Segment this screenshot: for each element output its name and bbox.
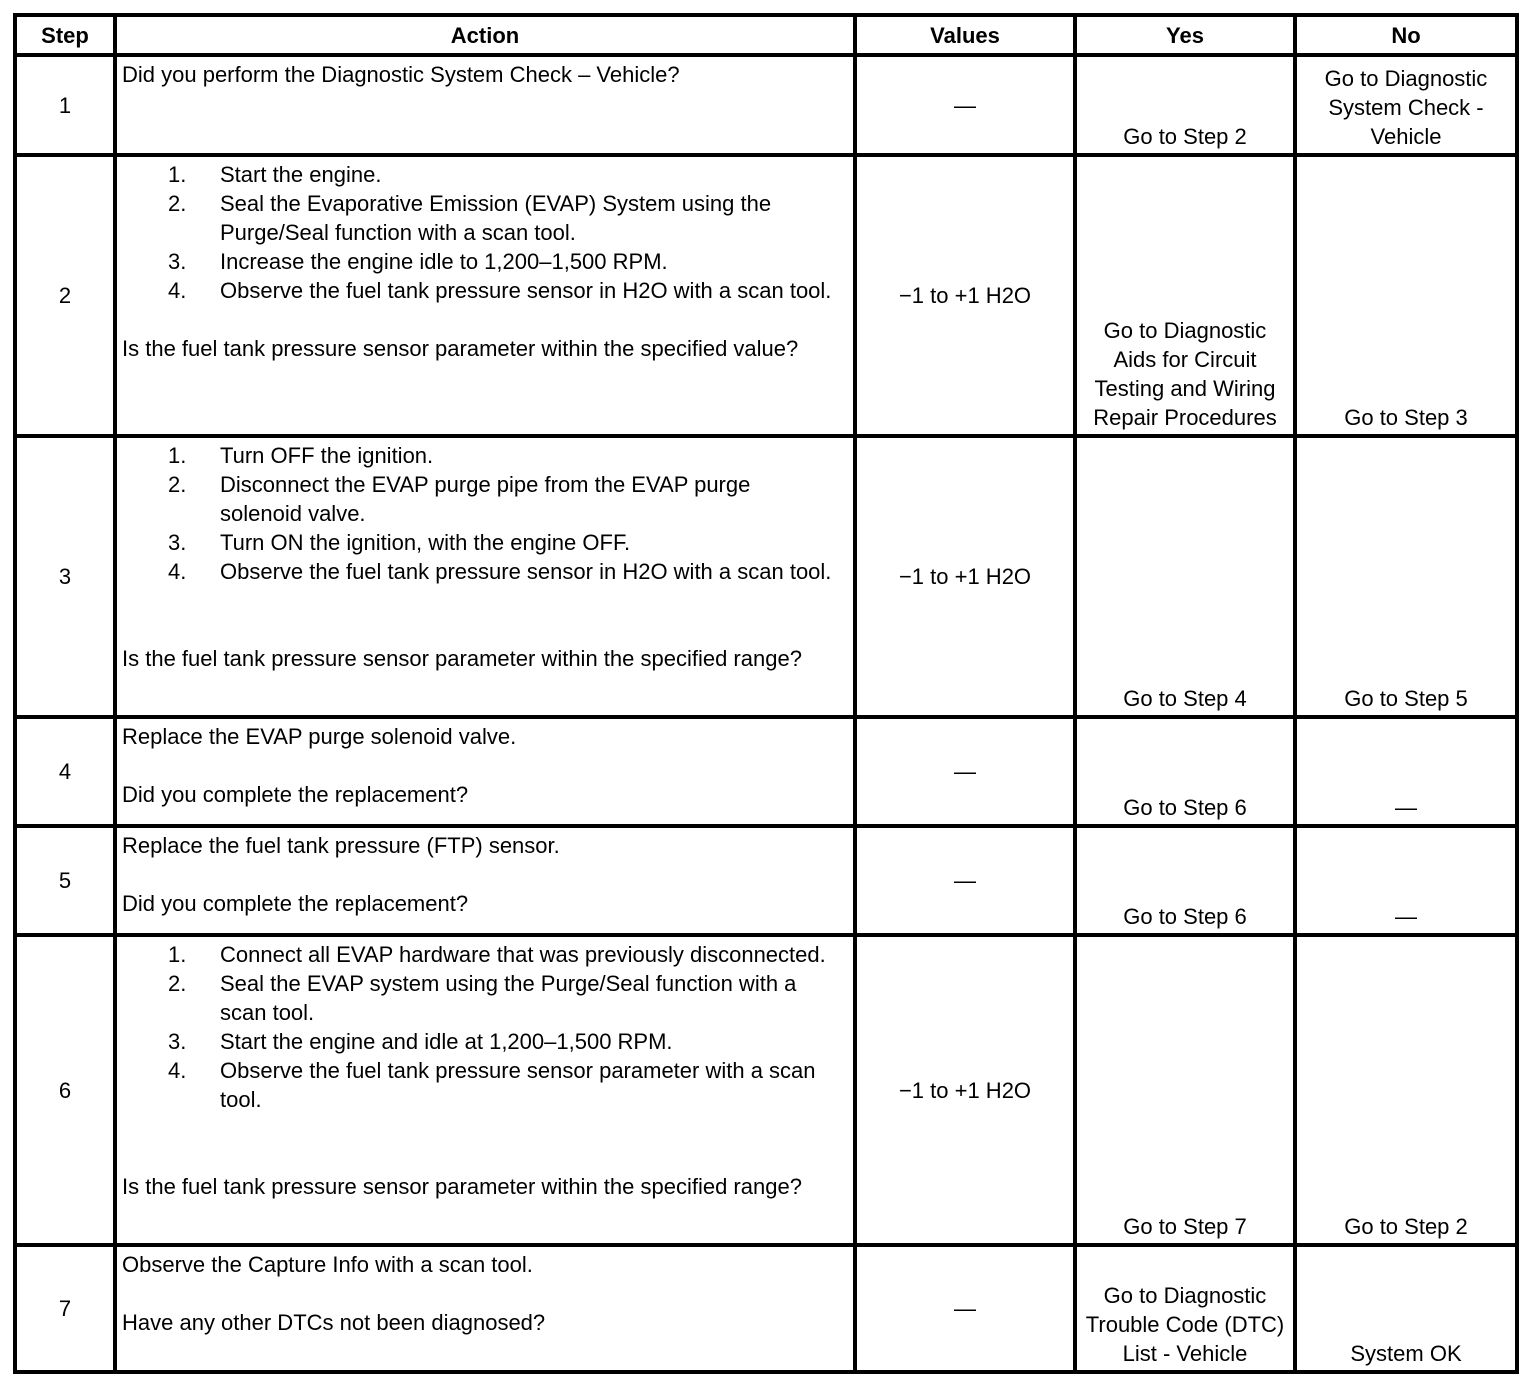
- table-row: 7 Observe the Capture Info with a scan to…: [13, 1243, 1519, 1374]
- step-number: 1.: [168, 162, 187, 187]
- diagnostic-table: Step Action Values Yes No 1 Did you perfo…: [13, 13, 1519, 1374]
- step-cell: 4: [13, 715, 117, 828]
- step-cell: 1: [13, 53, 117, 157]
- step-number: 1.: [168, 443, 187, 468]
- step-text: Observe the fuel tank pressure sensor pa…: [220, 1058, 816, 1112]
- step-number: 2.: [168, 191, 187, 216]
- yes-cell: Go to Diagnostic Trouble Code (DTC) List…: [1073, 1243, 1297, 1374]
- step-text: Seal the EVAP system using the Purge/Sea…: [220, 971, 797, 1025]
- step-number: 1.: [168, 942, 187, 967]
- step-cell: 6: [13, 933, 117, 1247]
- step-number: 4.: [168, 1058, 187, 1083]
- header-step: Step: [13, 13, 117, 57]
- action-cell: Replace the EVAP purge solenoid valve. Di…: [113, 715, 857, 828]
- values-cell: —: [853, 1243, 1077, 1374]
- action-cell: 1. Start the engine. 2. Seal the Evaporativ…: [113, 153, 857, 438]
- yes-cell: Go to Step 7: [1073, 933, 1297, 1247]
- action-cell: 1. Connect all EVAP hardware that was pre…: [113, 933, 857, 1247]
- action-step: 2. Seal the EVAP system using the Purge/S…: [122, 969, 848, 1027]
- header-yes: Yes: [1073, 13, 1297, 57]
- action-step: 4. Observe the fuel tank pressure sensor …: [122, 557, 848, 586]
- action-question: Did you complete the replacement?: [122, 891, 469, 916]
- action-step: 1. Turn OFF the ignition.: [122, 441, 848, 470]
- step-text: Seal the Evaporative Emission (EVAP) Sys…: [220, 191, 772, 245]
- values-cell: −1 to +1 H2O: [853, 153, 1077, 438]
- step-text: Observe the fuel tank pressure sensor in…: [220, 559, 832, 584]
- step-text: Start the engine.: [220, 162, 382, 187]
- table-row: 3 1. Turn OFF the ignition. 2. Disconnect th…: [13, 434, 1519, 719]
- step-text: Disconnect the EVAP purge pipe from the …: [220, 472, 751, 526]
- action-step: 2. Seal the Evaporative Emission (EVAP) S…: [122, 189, 848, 247]
- action-question: Is the fuel tank pressure sensor paramet…: [122, 646, 802, 671]
- header-action: Action: [113, 13, 857, 57]
- step-number: 4.: [168, 559, 187, 584]
- table-row: 1 Did you perform the Diagnostic System C…: [13, 53, 1519, 157]
- values-cell: −1 to +1 H2O: [853, 933, 1077, 1247]
- values-cell: —: [853, 824, 1077, 937]
- action-step: 3. Increase the engine idle to 1,200–1,50…: [122, 247, 848, 276]
- action-question: Have any other DTCs not been diagnosed?: [122, 1310, 546, 1335]
- step-number: 3.: [168, 1029, 187, 1054]
- yes-cell: Go to Step 6: [1073, 715, 1297, 828]
- step-number: 3.: [168, 530, 187, 555]
- step-cell: 3: [13, 434, 117, 719]
- no-cell: Go to Step 2: [1293, 933, 1519, 1247]
- action-intro: Replace the EVAP purge solenoid valve.: [122, 724, 517, 749]
- header-row: Step Action Values Yes No: [13, 13, 1519, 57]
- header-no: No: [1293, 13, 1519, 57]
- yes-cell: Go to Step 2: [1073, 53, 1297, 157]
- action-step: 4. Observe the fuel tank pressure sensor …: [122, 276, 848, 305]
- action-step: 1. Start the engine.: [122, 160, 848, 189]
- table-row: 6 1. Connect all EVAP hardware that was pr…: [13, 933, 1519, 1247]
- step-text: Turn ON the ignition, with the engine OF…: [220, 530, 631, 555]
- no-cell: —: [1293, 824, 1519, 937]
- action-intro: Did you perform the Diagnostic System Ch…: [122, 62, 680, 87]
- no-cell: Go to Step 5: [1293, 434, 1519, 719]
- action-question: Did you complete the replacement?: [122, 782, 469, 807]
- table-row: 5 Replace the fuel tank pressure (FTP) se…: [13, 824, 1519, 937]
- action-step: 3. Turn ON the ignition, with the engine …: [122, 528, 848, 557]
- no-cell: Go to Diagnostic System Check - Vehicle: [1293, 53, 1519, 157]
- step-text: Connect all EVAP hardware that was previ…: [220, 942, 826, 967]
- step-number: 3.: [168, 249, 187, 274]
- no-cell: —: [1293, 715, 1519, 828]
- yes-cell: Go to Diagnostic Aids for Circuit Testin…: [1073, 153, 1297, 438]
- step-cell: 5: [13, 824, 117, 937]
- yes-cell: Go to Step 6: [1073, 824, 1297, 937]
- step-number: 4.: [168, 278, 187, 303]
- no-cell: System OK: [1293, 1243, 1519, 1374]
- step-number: 2.: [168, 472, 187, 497]
- step-number: 2.: [168, 971, 187, 996]
- yes-cell: Go to Step 4: [1073, 434, 1297, 719]
- action-intro: Observe the Capture Info with a scan too…: [122, 1252, 533, 1277]
- no-cell: Go to Step 3: [1293, 153, 1519, 438]
- table-row: 4 Replace the EVAP purge solenoid valve. D…: [13, 715, 1519, 828]
- action-cell: 1. Turn OFF the ignition. 2. Disconnect the…: [113, 434, 857, 719]
- step-cell: 2: [13, 153, 117, 438]
- action-cell: Did you perform the Diagnostic System Ch…: [113, 53, 857, 157]
- step-text: Observe the fuel tank pressure sensor in…: [220, 278, 832, 303]
- values-cell: —: [853, 715, 1077, 828]
- values-cell: −1 to +1 H2O: [853, 434, 1077, 719]
- action-step: 3. Start the engine and idle at 1,200–1,5…: [122, 1027, 848, 1056]
- action-cell: Observe the Capture Info with a scan too…: [113, 1243, 857, 1374]
- action-cell: Replace the fuel tank pressure (FTP) sen…: [113, 824, 857, 937]
- values-cell: —: [853, 53, 1077, 157]
- table-row: 2 1. Start the engine. 2. Seal the Evaporati…: [13, 153, 1519, 438]
- step-text: Increase the engine idle to 1,200–1,500 …: [220, 249, 668, 274]
- action-step: 4. Observe the fuel tank pressure sensor …: [122, 1056, 848, 1114]
- header-values: Values: [853, 13, 1077, 57]
- action-intro: Replace the fuel tank pressure (FTP) sen…: [122, 833, 560, 858]
- action-step: 2. Disconnect the EVAP purge pipe from th…: [122, 470, 848, 528]
- action-step: 1. Connect all EVAP hardware that was pre…: [122, 940, 848, 969]
- action-question: Is the fuel tank pressure sensor paramet…: [122, 336, 799, 361]
- step-cell: 7: [13, 1243, 117, 1374]
- step-text: Start the engine and idle at 1,200–1,500…: [220, 1029, 673, 1054]
- step-text: Turn OFF the ignition.: [220, 443, 434, 468]
- action-question: Is the fuel tank pressure sensor paramet…: [122, 1174, 802, 1199]
